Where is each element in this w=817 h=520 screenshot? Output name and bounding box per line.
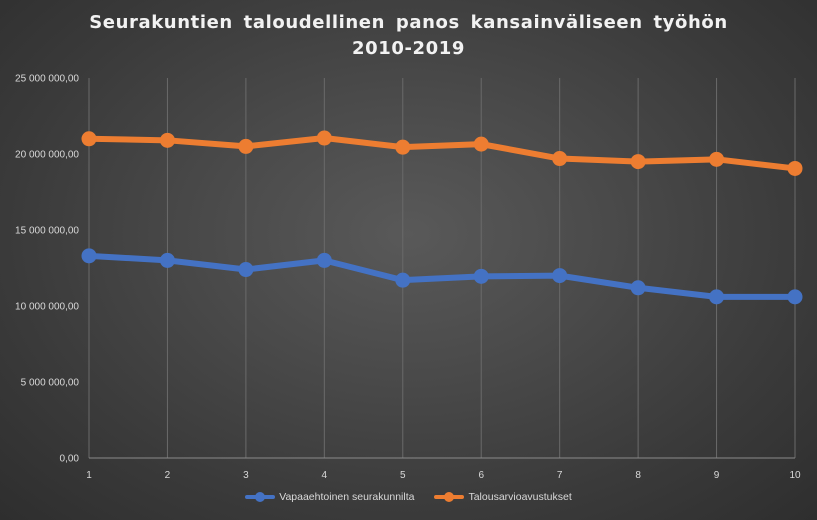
x-tick-label: 8 bbox=[635, 470, 641, 481]
data-point-series-2 bbox=[159, 132, 175, 148]
y-tick-label: 20 000 000,00 bbox=[15, 150, 79, 161]
data-point-series-1 bbox=[316, 252, 332, 268]
x-tick-label: 3 bbox=[243, 470, 249, 481]
series-lines bbox=[81, 130, 803, 305]
x-tick-label: 6 bbox=[478, 470, 484, 481]
chart-title-line-2: 2010-2019 bbox=[351, 38, 466, 59]
data-point-series-2 bbox=[630, 154, 646, 170]
chart-title: Seurakuntien taloudellinen panos kansain… bbox=[0, 10, 817, 62]
legend-label-talousarvioavustukset: Talousarvioavustukset bbox=[468, 491, 572, 503]
y-tick-label: 10 000 000,00 bbox=[15, 302, 79, 313]
x-tick-label: 7 bbox=[557, 470, 563, 481]
gridlines bbox=[88, 78, 796, 458]
legend-item-talousarvioavustukset[interactable]: Talousarvioavustukset bbox=[434, 491, 572, 503]
data-point-series-2 bbox=[316, 130, 332, 146]
x-tick-label: 10 bbox=[789, 470, 801, 481]
data-point-series-2 bbox=[552, 151, 568, 167]
legend-swatch-orange bbox=[434, 491, 465, 503]
data-point-series-1 bbox=[159, 252, 175, 268]
series-line-1 bbox=[86, 252, 798, 300]
data-point-series-2 bbox=[238, 138, 254, 154]
y-tick-label: 5 000 000,00 bbox=[21, 378, 80, 389]
data-point-series-1 bbox=[473, 268, 489, 284]
data-point-series-1 bbox=[81, 248, 97, 264]
data-point-series-1 bbox=[552, 268, 568, 284]
x-tick-label: 2 bbox=[165, 470, 171, 481]
data-point-series-2 bbox=[787, 160, 803, 176]
y-tick-label: 15 000 000,00 bbox=[15, 226, 79, 237]
x-tick-label: 4 bbox=[322, 470, 328, 481]
chart-title-line-1: Seurakuntien taloudellinen panos kansain… bbox=[89, 12, 728, 33]
legend-label-vapaaehtoinen: Vapaaehtoinen seurakunnilta bbox=[279, 491, 415, 503]
data-point-series-2 bbox=[395, 139, 411, 155]
data-point-series-1 bbox=[630, 280, 646, 296]
series-line-2 bbox=[86, 135, 798, 172]
data-point-series-2 bbox=[709, 151, 725, 167]
x-tick-label: 1 bbox=[86, 470, 92, 481]
y-tick-label: 0,00 bbox=[60, 454, 80, 465]
data-point-series-1 bbox=[709, 289, 725, 305]
legend-item-vapaaehtoinen[interactable]: Vapaaehtoinen seurakunnilta bbox=[245, 491, 414, 503]
y-tick-label: 25 000 000,00 bbox=[15, 74, 79, 85]
tick-labels: 0,00 5 000 000,00 10 000 000,00 15 000 000,… bbox=[15, 74, 801, 482]
x-tick-label: 9 bbox=[714, 470, 720, 481]
legend: Vapaaehtoinen seurakunnilta Talousarvioa… bbox=[0, 491, 817, 503]
legend-swatch-blue bbox=[245, 491, 276, 503]
data-point-series-1 bbox=[238, 262, 254, 278]
data-point-series-2 bbox=[81, 131, 97, 147]
data-point-series-1 bbox=[395, 272, 411, 288]
data-point-series-2 bbox=[473, 136, 489, 152]
x-tick-label: 5 bbox=[400, 470, 406, 481]
data-point-series-1 bbox=[787, 289, 803, 305]
